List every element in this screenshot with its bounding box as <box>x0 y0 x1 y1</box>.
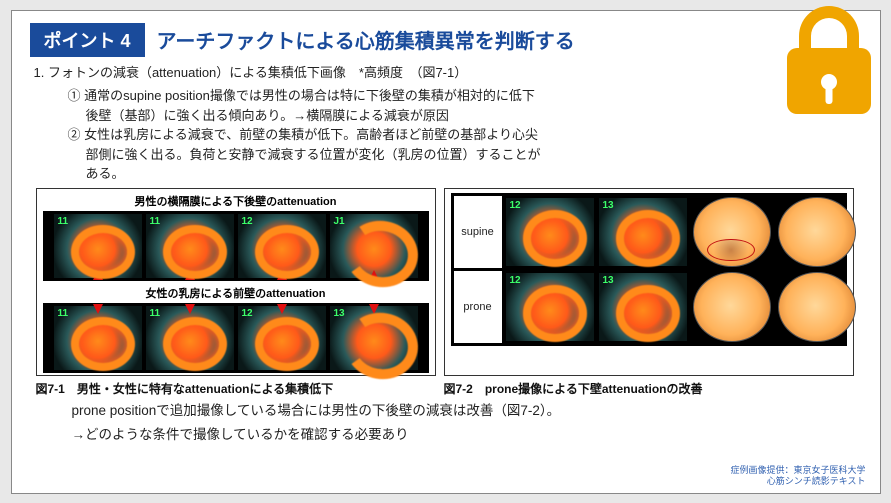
scan-image: 11 <box>145 305 235 371</box>
lock-icon <box>781 6 877 114</box>
scan-image: 13 <box>598 197 688 267</box>
scan-num: 13 <box>603 275 614 286</box>
scan-image: 11 <box>53 213 143 279</box>
fig7-1-row-top: 11 11 12 J1 <box>43 211 429 281</box>
fig7-2-grid: supine 12 13 prone 12 13 <box>451 193 847 346</box>
scan-num: J1 <box>334 216 345 227</box>
scan-num: 12 <box>510 275 521 286</box>
credit-line-1: 症例画像提供：東京女子医科大学 <box>730 465 865 476</box>
scan-num: 11 <box>58 308 69 319</box>
arrow-up-icon <box>93 270 103 280</box>
scan-image: 11 <box>53 305 143 371</box>
polar-map <box>778 272 856 342</box>
scan-image: 12 <box>505 272 595 342</box>
slide-title: アーチファクトによる心筋集積異常を判断する <box>157 25 575 54</box>
intro-item-2a: ② 女性は乳房による減衰で、前壁の集積が低下。高齢者ほど前壁の基部より心尖 <box>68 125 862 145</box>
title-row: ポイント 4 アーチファクトによる心筋集積異常を判断する <box>30 23 862 57</box>
intro-item-1b: 後壁（基部）に強く出る傾向あり。→横隔膜による減衰が原因 <box>86 106 862 126</box>
slide-container: ポイント 4 アーチファクトによる心筋集積異常を判断する 1. フォトンの減衰（… <box>11 10 881 494</box>
row-label-supine: supine <box>454 196 502 268</box>
scan-image: 13 <box>598 272 688 342</box>
fig7-1-caption: 図7-1 男性・女性に特有なattenuationによる集積低下 <box>36 380 436 397</box>
credit-text: 症例画像提供：東京女子医科大学 心筋シンチ読影テキスト <box>730 465 865 487</box>
scan-image: 13 <box>329 305 419 371</box>
figure-captions: 図7-1 男性・女性に特有なattenuationによる集積低下 図7-2 pr… <box>36 378 862 397</box>
lock-keyhole-stem <box>826 86 833 104</box>
scan-num: 11 <box>58 216 69 227</box>
fig7-1-sub2: 女性の乳房による前壁のattenuation <box>43 285 429 301</box>
scan-image: 12 <box>505 197 595 267</box>
point-badge: ポイント 4 <box>30 23 145 57</box>
scan-num: 13 <box>603 200 614 211</box>
scan-num: 12 <box>242 216 253 227</box>
polar-map <box>693 272 771 342</box>
arrow-up-icon <box>277 270 287 280</box>
scan-image: 11 <box>145 213 235 279</box>
arrow-down-icon <box>93 304 103 314</box>
row-label-prone: prone <box>454 271 502 343</box>
fig7-1-sub1: 男性の横隔膜による下後壁のattenuation <box>43 193 429 209</box>
arrow-down-icon <box>369 304 379 314</box>
fig7-2-caption: 図7-2 prone撮像による下壁attenuationの改善 <box>444 380 854 397</box>
scan-num: 12 <box>242 308 253 319</box>
polar-map <box>778 197 856 267</box>
fig7-1-row-bottom: 11 11 12 13 <box>43 303 429 373</box>
figures-row: 男性の横隔膜による下後壁のattenuation 11 11 12 J1 女性の… <box>36 188 862 376</box>
scan-num: 11 <box>150 216 161 227</box>
bottom-line-1: prone positionで追加撮像している場合には男性の下後壁の減衰は改善（… <box>72 401 862 422</box>
intro-item-2c: ある。 <box>86 164 862 184</box>
arrow-up-icon <box>185 270 195 280</box>
scan-num: 11 <box>150 308 161 319</box>
intro-item-2b: 部側に強く出る。負荷と安静で減衰する位置が変化（乳房の位置）することが <box>86 145 862 165</box>
intro-line-1: 1. フォトンの減衰（attenuation）による集積低下画像 *高頻度 （図… <box>34 63 862 83</box>
arrow-down-icon <box>277 304 287 314</box>
scan-image: 12 <box>237 305 327 371</box>
figure-7-1: 男性の横隔膜による下後壁のattenuation 11 11 12 J1 女性の… <box>36 188 436 376</box>
scan-image: J1 <box>329 213 419 279</box>
scan-num: 12 <box>510 200 521 211</box>
scan-num: 13 <box>334 308 345 319</box>
polar-map <box>693 197 771 267</box>
scan-image: 12 <box>237 213 327 279</box>
arrow-up-icon <box>369 270 379 280</box>
credit-line-2: 心筋シンチ読影テキスト <box>730 476 865 487</box>
intro-item-1a: ① 通常のsupine position撮像では男性の場合は特に下後壁の集積が相… <box>68 86 862 106</box>
arrow-down-icon <box>185 304 195 314</box>
bottom-line-2: →どのような条件で撮像しているかを確認する必要あり <box>72 425 862 446</box>
figure-7-2: supine 12 13 prone 12 13 <box>444 188 854 376</box>
